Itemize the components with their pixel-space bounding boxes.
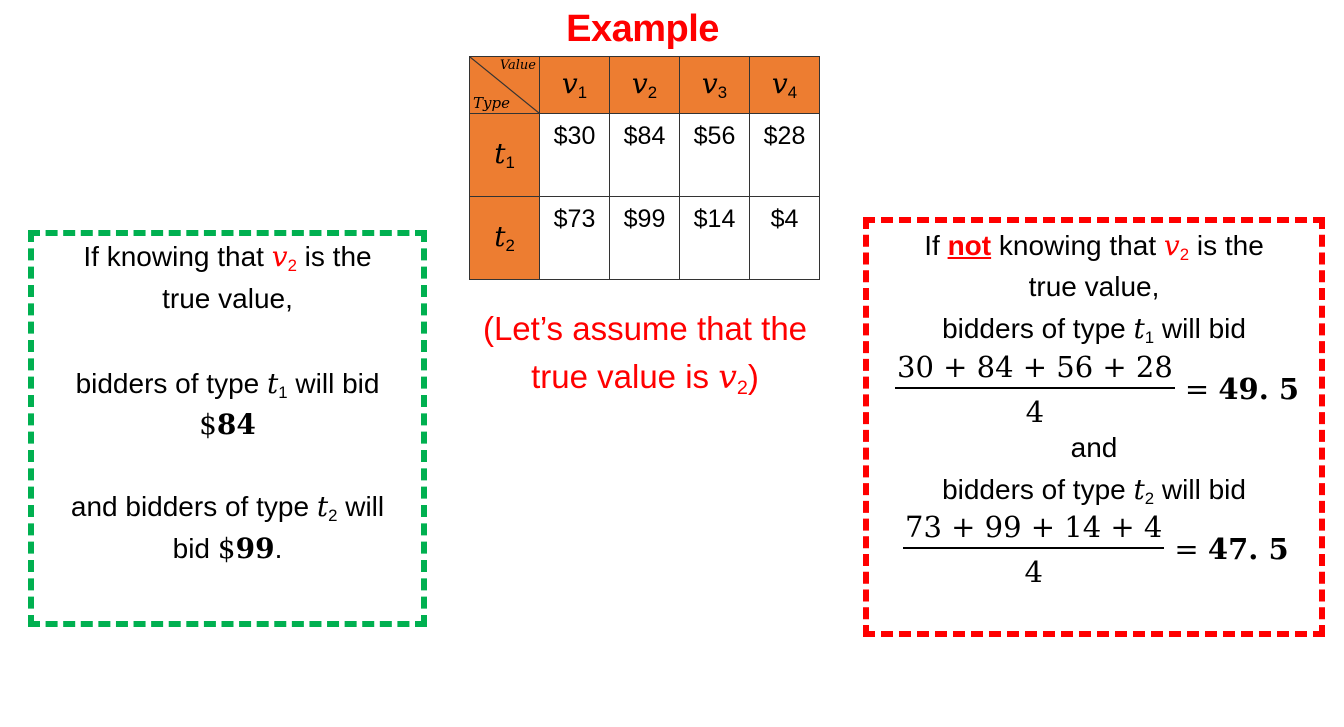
value-table: Value Type v1 v2 v3 v4 t1 $30 $84 $56 $2… [469,56,820,280]
left-bid-1: $84 [199,408,256,441]
not-emphasis: not [947,230,992,261]
table-cell: $4 [749,196,820,280]
column-header-v3: v3 [679,56,750,114]
assumption-note: (Let’s assume that the true value is v2) [455,305,835,412]
fraction-1-bar [895,387,1175,389]
column-header-v1: v1 [539,56,610,114]
fraction-2-result: = 47. 5 [1174,532,1289,567]
fraction-2-denominator: 4 [1024,554,1043,589]
row-header-t2: t2 [469,196,540,280]
table-cell: $56 [679,113,750,197]
table-row: t1 $30 $84 $56 $28 [469,113,820,197]
right-and: and [1070,432,1118,463]
table-cell: $84 [609,113,680,197]
right-line-2: true value, [1028,271,1160,302]
known-value-box [28,230,427,627]
assumption-line-2: true value is v2) [531,357,759,399]
fraction-1-numerator: 30 + 84 + 56 + 28 [897,350,1173,384]
left-line-5: and bidders of type t2 will [70,490,385,526]
fraction-type-1: 30 + 84 + 56 + 28 4 = 49. 5 [895,350,1299,429]
table-corner-header: Value Type [469,56,540,114]
table-cell: $99 [609,196,680,280]
fraction-2-bar [903,547,1165,549]
row-header-t1: t1 [469,113,540,197]
fraction-1-result: = 49. 5 [1184,372,1300,407]
table-cell: $73 [539,196,610,280]
corner-value-label: Value [499,58,536,73]
fraction-2-numerator: 73 + 99 + 14 + 4 [905,510,1163,544]
fraction-type-2: 73 + 99 + 14 + 4 4 = 47. 5 [903,510,1289,589]
table-cell: $28 [749,113,820,197]
corner-type-label: Type [473,94,510,112]
table-cell: $30 [539,113,610,197]
unknown-value-box [863,217,1325,637]
fraction-1-denominator: 4 [1025,394,1045,429]
assumption-line-1: (Let’s assume that the [482,310,808,347]
table-row: t2 $73 $99 $14 $4 [469,196,820,280]
column-header-v2: v2 [609,56,680,114]
corner-diagonal [470,57,539,113]
column-header-v4: v4 [749,56,820,114]
table-cell: $14 [679,196,750,280]
slide-title: Example [566,8,719,50]
left-line-1: If knowing that v2 is the [83,240,372,276]
left-line-2: true value, [162,283,293,314]
right-line-1: If not knowing that v2 is the [924,229,1264,265]
right-line-3: bidders of type t1 will bid [942,312,1246,348]
left-line-3: bidders of type t1 will bid [75,367,380,403]
left-line-6: bid $99. [172,532,283,565]
right-line-5: bidders of type t2 will bid [942,473,1246,509]
